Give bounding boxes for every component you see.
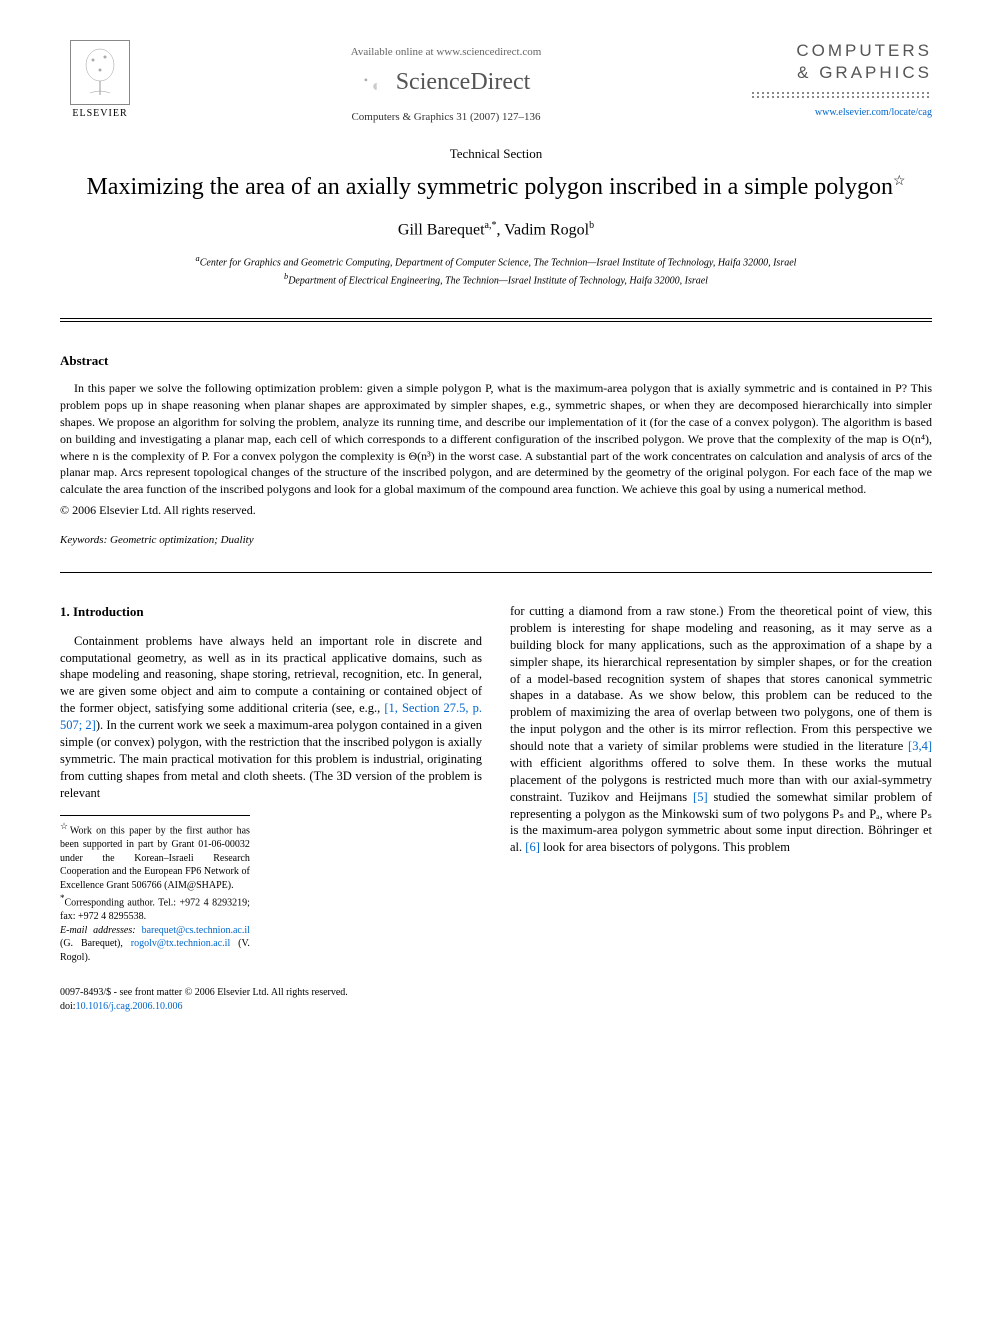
sciencedirect-logo: ScienceDirect: [140, 66, 752, 100]
email-link-1[interactable]: barequet@cs.technion.ac.il: [142, 925, 250, 936]
section-1-heading: 1. Introduction: [60, 603, 482, 621]
para1-text-b: ). In the current work we seek a maximum…: [60, 718, 482, 800]
affiliation-b-text: Department of Electrical Engineering, Th…: [288, 275, 708, 286]
abstract-text: In this paper we solve the following opt…: [60, 380, 932, 498]
section-label: Technical Section: [60, 145, 932, 163]
journal-title: COMPUTERS & GRAPHICS: [752, 40, 932, 84]
reference-link-34[interactable]: [3,4]: [908, 739, 932, 753]
intro-paragraph-1: Containment problems have always held an…: [60, 633, 482, 802]
doi-link[interactable]: 10.1016/j.cag.2006.10.006: [76, 1001, 183, 1012]
abstract-section: Abstract In this paper we solve the foll…: [60, 352, 932, 548]
bottom-bar: 0097-8493/$ - see front matter © 2006 El…: [60, 986, 932, 1014]
title-text: Maximizing the area of an axially symmet…: [86, 174, 892, 200]
intro-paragraph-2: for cutting a diamond from a raw stone.)…: [510, 603, 932, 856]
journal-reference: Computers & Graphics 31 (2007) 127–136: [140, 110, 752, 125]
footnote-corresponding: *Corresponding author. Tel.: +972 4 8293…: [60, 892, 250, 923]
available-online-text: Available online at www.sciencedirect.co…: [140, 45, 752, 60]
keywords-label: Keywords:: [60, 534, 107, 546]
journal-stripe-decoration: [752, 92, 932, 94]
footnote-corresponding-text: Corresponding author. Tel.: +972 4 82932…: [60, 898, 250, 923]
journal-homepage-link[interactable]: www.elsevier.com/locate/cag: [752, 106, 932, 120]
affiliations: aCenter for Graphics and Geometric Compu…: [60, 253, 932, 288]
authors: Gill Barequeta,*, Vadim Rogolb: [60, 219, 932, 242]
author-1-sup: a,*: [485, 220, 497, 231]
journal-title-line2: & GRAPHICS: [752, 62, 932, 84]
body-columns: 1. Introduction Containment problems hav…: [60, 603, 932, 964]
para2-text-a: for cutting a diamond from a raw stone.)…: [510, 604, 932, 753]
divider-mid: [60, 572, 932, 573]
email-label: E-mail addresses:: [60, 925, 136, 936]
doi-line: doi:10.1016/j.cag.2006.10.006: [60, 1000, 932, 1014]
keywords: Keywords: Geometric optimization; Dualit…: [60, 533, 932, 548]
email-link-2[interactable]: rogolv@tx.technion.ac.il: [131, 938, 230, 949]
author-2: Vadim Rogol: [504, 221, 589, 238]
journal-title-box: COMPUTERS & GRAPHICS www.elsevier.com/lo…: [752, 40, 932, 120]
sciencedirect-text: ScienceDirect: [396, 69, 531, 95]
divider-top: [60, 318, 932, 319]
elsevier-label: ELSEVIER: [72, 107, 127, 121]
elsevier-tree-icon: [70, 40, 130, 105]
email-1-name: (G. Barequet),: [60, 938, 123, 949]
footnotes: ☆Work on this paper by the first author …: [60, 815, 250, 964]
author-2-sup: b: [589, 220, 594, 231]
footnote-star-text: Work on this paper by the first author h…: [60, 826, 250, 891]
reference-link-5[interactable]: [5]: [693, 790, 708, 804]
page-header: ELSEVIER Available online at www.science…: [60, 40, 932, 125]
footnote-emails: E-mail addresses: barequet@cs.technion.a…: [60, 924, 250, 965]
keywords-text: Geometric optimization; Duality: [110, 534, 254, 546]
journal-stripe-decoration: [752, 96, 932, 98]
author-1: Gill Barequet: [398, 221, 485, 238]
affiliation-a: aCenter for Graphics and Geometric Compu…: [60, 253, 932, 270]
affiliation-b: bDepartment of Electrical Engineering, T…: [60, 271, 932, 288]
center-header: Available online at www.sciencedirect.co…: [140, 40, 752, 125]
divider-top-thin: [60, 321, 932, 322]
front-matter-text: 0097-8493/$ - see front matter © 2006 El…: [60, 986, 932, 1000]
doi-label: doi:: [60, 1001, 76, 1012]
journal-title-line1: COMPUTERS: [752, 40, 932, 62]
article-title: Maximizing the area of an axially symmet…: [60, 172, 932, 203]
affiliation-a-text: Center for Graphics and Geometric Comput…: [200, 258, 797, 269]
para2-text-d: look for area bisectors of polygons. Thi…: [540, 840, 790, 854]
copyright-text: © 2006 Elsevier Ltd. All rights reserved…: [60, 502, 932, 519]
footnote-star: ☆Work on this paper by the first author …: [60, 820, 250, 892]
title-footnote-star: ☆: [893, 174, 906, 189]
elsevier-logo: ELSEVIER: [60, 40, 140, 121]
reference-link-6[interactable]: [6]: [525, 840, 540, 854]
sciencedirect-icon: [362, 74, 392, 94]
abstract-heading: Abstract: [60, 352, 932, 370]
